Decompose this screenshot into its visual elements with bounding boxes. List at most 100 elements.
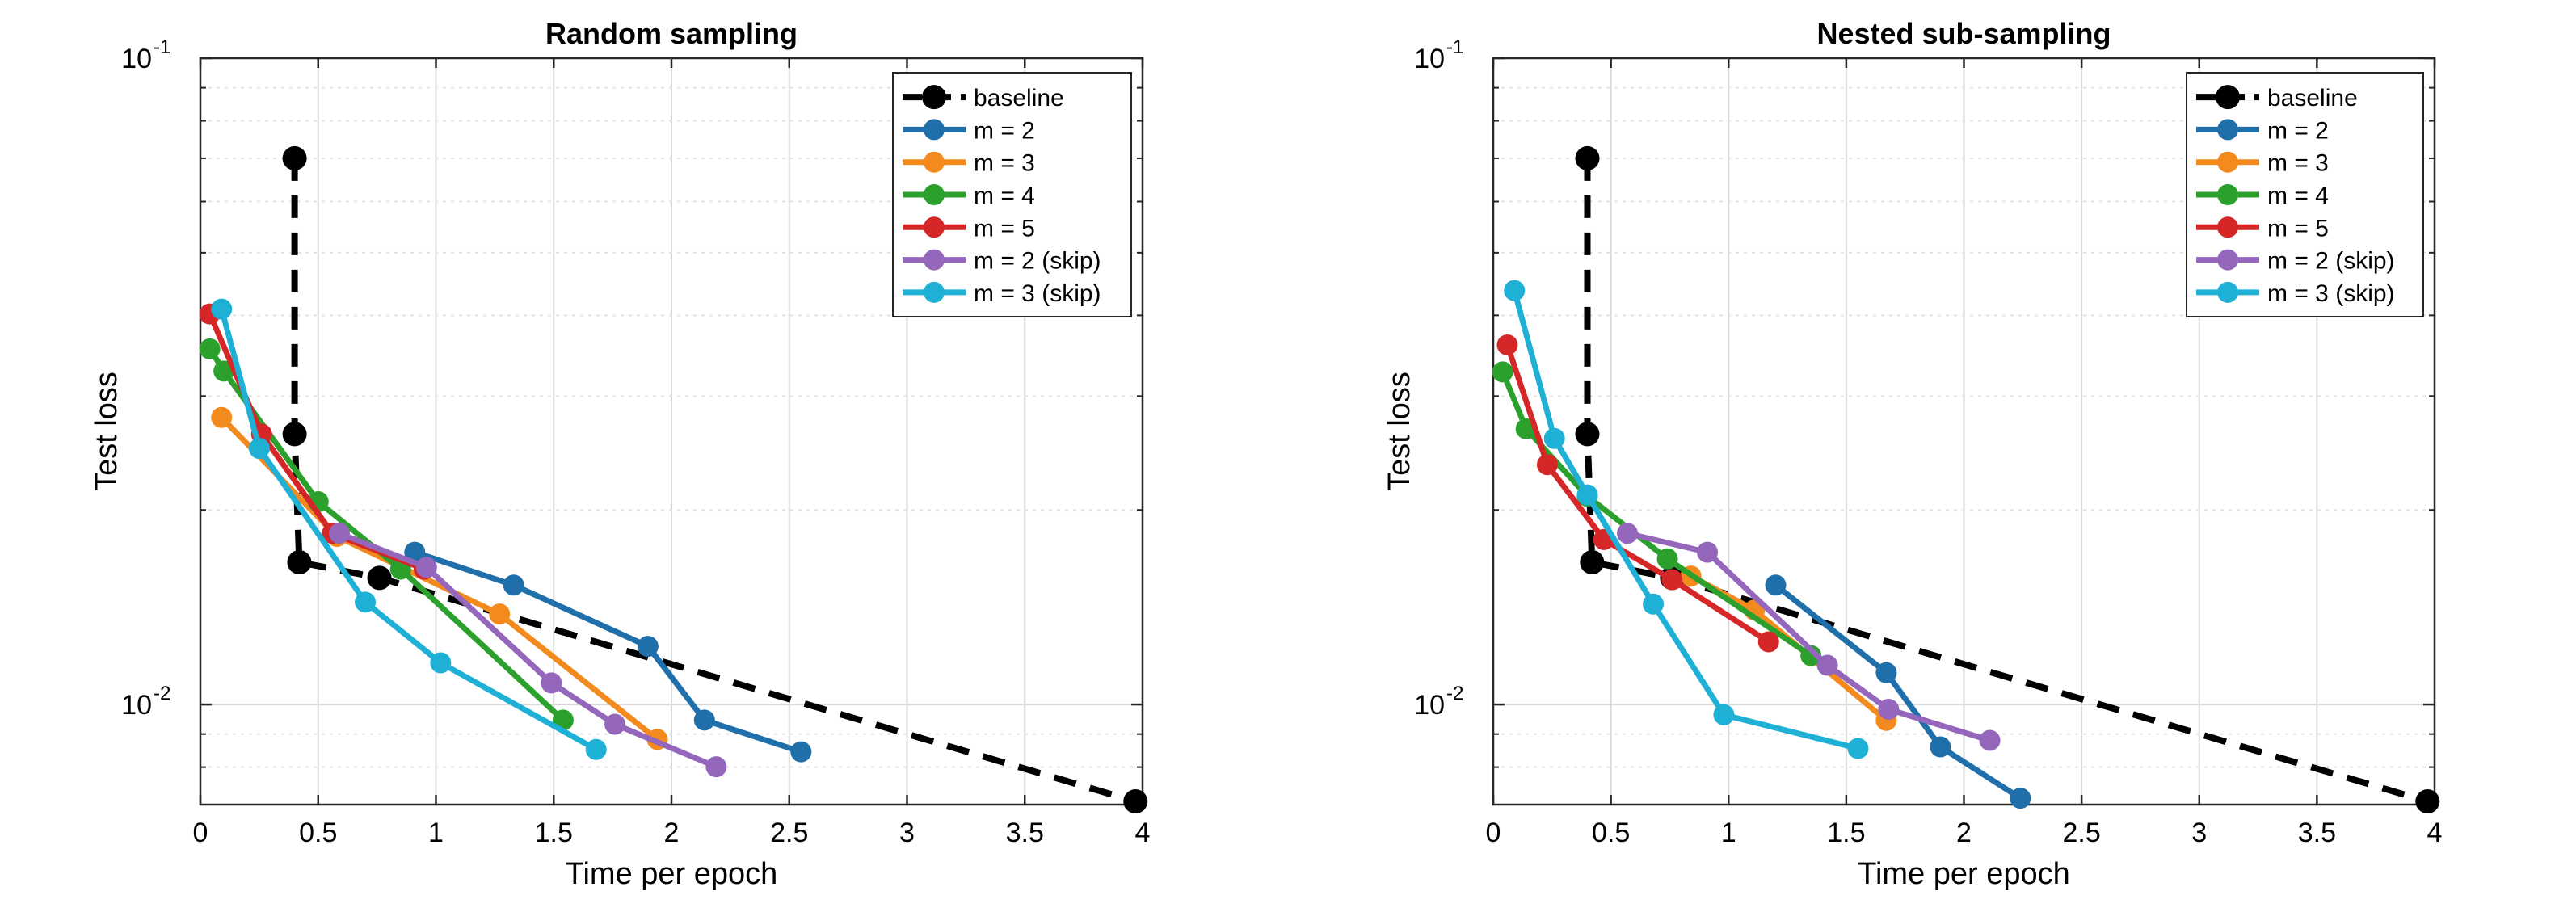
legend-marker — [2217, 249, 2238, 271]
x-tick-label: 1.5 — [535, 818, 573, 848]
series-5 — [328, 523, 727, 778]
data-point — [1713, 704, 1735, 725]
legend-label: m = 2 — [974, 117, 1035, 144]
series-line — [1584, 158, 2429, 805]
data-point — [1617, 523, 1639, 544]
legend-marker — [924, 216, 945, 238]
data-point — [1757, 631, 1779, 653]
legend: baseline m = 2 m = 3 m = 4 m = 5 m = 2 (skip)… — [892, 72, 1132, 317]
x-tick-label: 0 — [193, 818, 208, 848]
data-point — [693, 709, 715, 731]
series-4 — [1496, 334, 1779, 653]
y-axis: 10-110-2 — [121, 36, 1143, 805]
legend-item: m = 4 — [903, 183, 1035, 209]
legend-label: baseline — [2267, 85, 2358, 111]
data-point — [1816, 654, 1838, 676]
legend-item: m = 2 (skip) — [2196, 248, 2395, 275]
data-point — [328, 523, 350, 544]
legend-marker — [924, 119, 945, 141]
legend-item: m = 2 — [2196, 117, 2329, 144]
data-point — [430, 652, 452, 674]
x-axis: 0 0.5 1 1.5 2 2.5 3 3.5 4 — [193, 58, 1151, 848]
legend-item: m = 4 — [2196, 183, 2329, 209]
legend-label: m = 5 — [974, 215, 1035, 242]
legend-label: m = 3 — [2267, 150, 2329, 177]
legend-item: m = 3 — [2196, 150, 2329, 177]
series-6 — [211, 298, 607, 760]
data-point — [790, 741, 812, 763]
legend-item: m = 5 — [903, 215, 1035, 242]
legend-marker — [2216, 85, 2240, 110]
legend-marker — [2217, 119, 2238, 141]
x-tick-label: 1 — [428, 818, 444, 848]
series-1 — [404, 541, 812, 763]
data-point — [211, 298, 233, 320]
data-point — [1496, 334, 1518, 355]
legend-label: m = 4 — [974, 183, 1035, 209]
x-tick-label: 2 — [1956, 818, 1972, 848]
data-point — [282, 145, 307, 170]
data-point — [1765, 574, 1787, 596]
data-point — [1580, 549, 1605, 574]
data-point — [1543, 427, 1565, 449]
data-point — [2415, 789, 2440, 814]
data-point — [211, 406, 233, 428]
legend-label: m = 3 — [974, 150, 1035, 177]
legend-label: m = 3 (skip) — [2267, 280, 2395, 307]
y-tick-exponent: -2 — [1446, 683, 1463, 704]
x-axis-label: Time per epoch — [566, 857, 778, 891]
data-point — [489, 603, 511, 625]
series-group — [1492, 145, 2440, 814]
y-tick-label: 10 — [1414, 44, 1445, 74]
series-line — [1511, 289, 1859, 751]
legend-item: m = 3 (skip) — [903, 280, 1101, 307]
series-6 — [1504, 280, 1869, 759]
legend-item: baseline — [2196, 85, 2358, 111]
legend-marker — [2217, 151, 2238, 173]
x-tick-label: 0.5 — [1592, 818, 1630, 848]
x-tick-label: 2.5 — [2062, 818, 2100, 848]
data-point — [1492, 361, 1513, 383]
x-tick-label: 1 — [1721, 818, 1736, 848]
data-point — [1123, 789, 1148, 814]
legend: baseline m = 2 m = 3 m = 4 m = 5 m = 2 (skip)… — [2186, 72, 2424, 317]
series-line — [1774, 582, 2022, 801]
data-point — [541, 672, 562, 694]
x-tick-label: 1.5 — [1827, 818, 1865, 848]
x-tick-label: 3.5 — [2298, 818, 2336, 848]
series-1 — [1765, 574, 2031, 809]
y-axis-label: Test loss — [1383, 372, 1416, 491]
x-tick-label: 4 — [1135, 818, 1151, 848]
legend-label: m = 2 (skip) — [974, 248, 1101, 275]
legend-item: m = 5 — [2196, 215, 2329, 242]
data-point — [1575, 422, 1600, 447]
data-point — [1656, 548, 1678, 570]
data-point — [705, 756, 727, 778]
data-point — [1847, 738, 1869, 759]
data-point — [1661, 569, 1683, 591]
data-point — [503, 574, 524, 596]
data-point — [355, 591, 377, 613]
data-point — [1643, 593, 1665, 615]
data-point — [585, 738, 607, 760]
x-tick-label: 0 — [1486, 818, 1501, 848]
data-point — [1576, 484, 1598, 506]
chart-title: Nested sub-sampling — [1816, 17, 2111, 50]
chart-title: Random sampling — [545, 17, 798, 50]
legend-marker — [2217, 184, 2238, 205]
legend-marker — [924, 249, 945, 271]
x-tick-label: 3.5 — [1006, 818, 1044, 848]
legend-label: m = 3 (skip) — [974, 280, 1101, 307]
series-line — [291, 158, 1137, 805]
legend-item: m = 3 — [903, 150, 1035, 177]
data-point — [1697, 541, 1719, 563]
data-point — [604, 713, 626, 735]
legend-marker — [922, 85, 946, 110]
y-axis-label: Test loss — [90, 372, 124, 491]
y-tick-label: 10 — [1414, 690, 1445, 721]
x-tick-label: 0.5 — [299, 818, 337, 848]
legend-item: m = 3 (skip) — [2196, 280, 2395, 307]
data-point — [1504, 280, 1526, 301]
